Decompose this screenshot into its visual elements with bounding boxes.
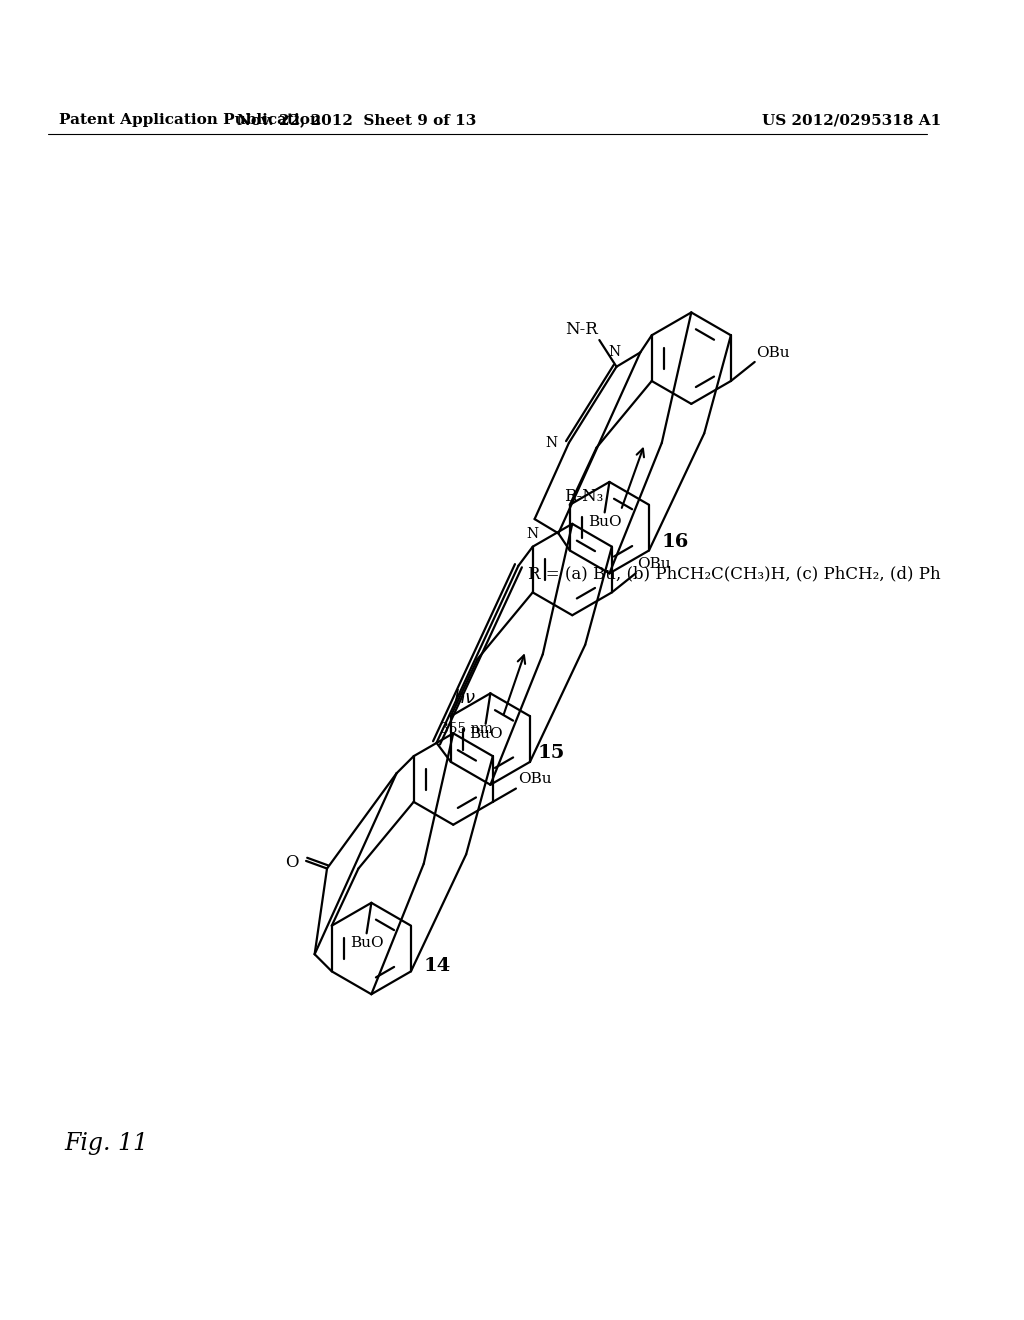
Text: BuO: BuO [588,515,622,529]
Text: R = (a) Bu, (b) PhCH₂C(CH₃)H, (c) PhCH₂, (d) Ph: R = (a) Bu, (b) PhCH₂C(CH₃)H, (c) PhCH₂,… [528,566,941,583]
Text: 15: 15 [538,744,565,763]
Text: Nov. 22, 2012  Sheet 9 of 13: Nov. 22, 2012 Sheet 9 of 13 [238,114,477,127]
Text: 14: 14 [424,957,451,974]
Text: N: N [608,345,621,359]
Text: OBu: OBu [757,346,791,360]
Text: R-N₃: R-N₃ [564,487,604,504]
Text: BuO: BuO [350,936,383,950]
Text: US 2012/0295318 A1: US 2012/0295318 A1 [762,114,941,127]
Text: BuO: BuO [469,726,503,741]
Text: OBu: OBu [638,557,671,572]
Text: Fig. 11: Fig. 11 [65,1133,148,1155]
Text: OBu: OBu [518,772,552,785]
Text: $h\nu$: $h\nu$ [453,689,476,708]
Text: O: O [285,854,298,871]
Text: N: N [526,527,539,541]
Text: N: N [546,436,557,450]
Text: 355 nm: 355 nm [440,722,494,735]
Text: N-R: N-R [564,321,597,338]
Text: Patent Application Publication: Patent Application Publication [59,114,322,127]
Text: 16: 16 [662,533,689,550]
